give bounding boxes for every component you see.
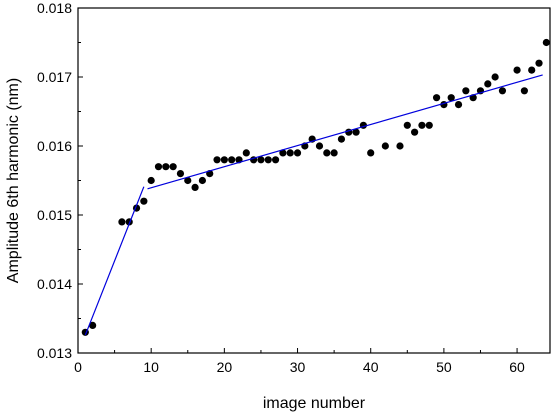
data-point	[162, 163, 170, 171]
data-point	[396, 142, 404, 150]
fit-line-1	[84, 186, 145, 336]
y-tick-label: 0.015	[37, 207, 72, 223]
data-point	[418, 121, 426, 129]
y-tick-label: 0.017	[37, 69, 72, 85]
data-point	[462, 87, 470, 95]
data-point	[169, 163, 177, 171]
data-point	[293, 149, 302, 157]
y-tick-label: 0.018	[37, 0, 72, 16]
data-point	[213, 156, 221, 164]
data-point	[352, 128, 360, 136]
axis-tick-labels: 0 10 20 30 40 50 60 0.013 0.014 0.015 0.016 0.017 0.…	[37, 0, 525, 375]
data-point	[454, 101, 463, 109]
x-tick-label: 20	[217, 359, 233, 375]
y-axis-title: Amplitude 6th harmonic (nm)	[5, 78, 22, 283]
data-point	[513, 66, 521, 74]
data-point	[425, 121, 433, 129]
x-tick-label: 30	[290, 359, 306, 375]
data-point	[403, 121, 411, 129]
fit-line-2	[147, 74, 543, 190]
x-tick-label: 60	[509, 359, 525, 375]
data-point	[330, 149, 338, 157]
data-point	[447, 94, 455, 102]
data-point	[337, 135, 346, 143]
data-point	[411, 128, 419, 136]
data-point	[432, 94, 441, 102]
data-point	[89, 321, 97, 329]
plot-area	[81, 38, 550, 336]
data-point	[542, 38, 550, 47]
data-point	[242, 149, 250, 157]
data-point	[484, 80, 492, 88]
data-point	[520, 87, 528, 95]
y-tick-label: 0.016	[37, 138, 72, 154]
data-point	[257, 156, 265, 164]
data-point	[367, 149, 375, 157]
data-point	[198, 176, 207, 185]
x-axis-title: image number	[263, 395, 366, 412]
data-point	[279, 149, 287, 157]
data-point	[381, 142, 389, 150]
y-tick-label: 0.013	[37, 345, 72, 361]
data-point	[147, 176, 155, 185]
data-point	[154, 163, 163, 171]
data-point	[140, 197, 148, 205]
y-tick-label: 0.014	[37, 276, 72, 292]
data-point	[535, 59, 543, 67]
data-point	[191, 183, 199, 191]
axis-ticks	[77, 7, 518, 354]
x-tick-label: 0	[74, 359, 82, 375]
data-point	[271, 156, 280, 164]
x-tick-label: 50	[436, 359, 452, 375]
data-point	[323, 149, 331, 157]
x-tick-label: 40	[363, 359, 379, 375]
data-point	[315, 142, 324, 150]
data-point	[491, 73, 499, 81]
data-point	[286, 149, 294, 157]
data-point	[498, 87, 507, 95]
data-point	[528, 66, 536, 74]
data-point	[228, 156, 236, 164]
x-tick-label: 10	[143, 359, 159, 375]
data-point	[220, 156, 228, 164]
data-point	[184, 176, 192, 185]
data-point	[176, 170, 185, 178]
data-point	[264, 156, 272, 164]
data-point	[118, 218, 126, 226]
